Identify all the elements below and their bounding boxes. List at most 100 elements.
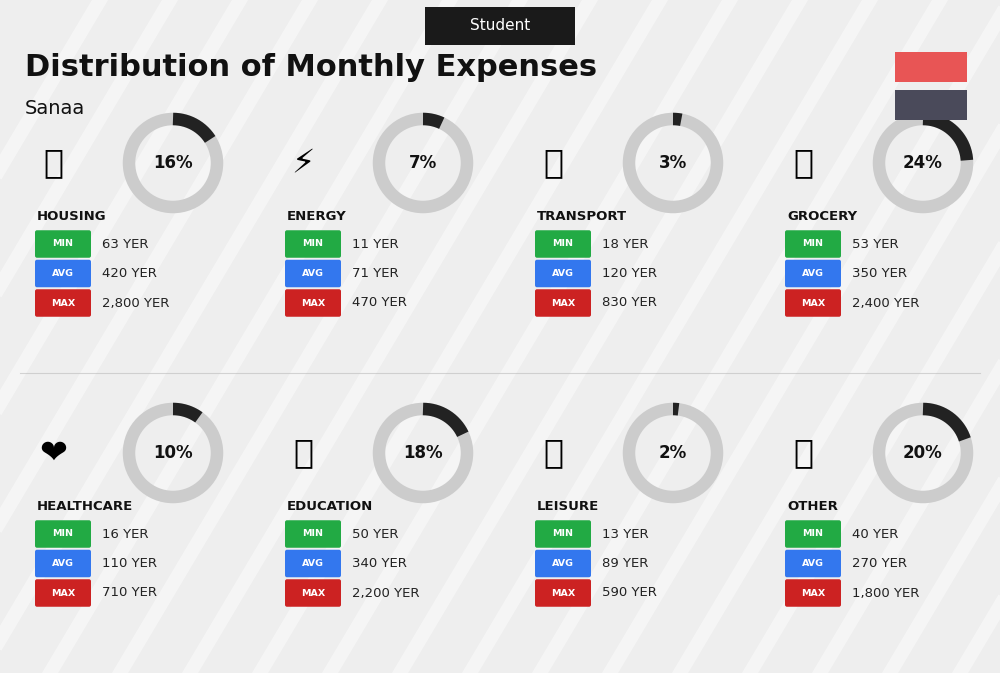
Text: LEISURE: LEISURE xyxy=(537,499,599,513)
Text: 🚌: 🚌 xyxy=(543,147,563,180)
Text: MIN: MIN xyxy=(302,530,324,538)
FancyBboxPatch shape xyxy=(425,7,575,45)
Text: ❤: ❤ xyxy=(39,437,67,470)
Text: 89 YER: 89 YER xyxy=(602,557,648,570)
Text: 470 YER: 470 YER xyxy=(352,297,407,310)
FancyBboxPatch shape xyxy=(285,550,341,577)
Text: GROCERY: GROCERY xyxy=(787,209,857,223)
Text: Student: Student xyxy=(470,18,530,34)
Text: OTHER: OTHER xyxy=(787,499,838,513)
Text: MIN: MIN xyxy=(302,240,324,248)
Text: 1,800 YER: 1,800 YER xyxy=(852,586,919,600)
Text: 2,200 YER: 2,200 YER xyxy=(352,586,420,600)
Text: AVG: AVG xyxy=(552,269,574,278)
FancyBboxPatch shape xyxy=(535,260,591,287)
Text: MAX: MAX xyxy=(301,588,325,598)
Text: EDUCATION: EDUCATION xyxy=(287,499,373,513)
Text: MIN: MIN xyxy=(552,240,574,248)
FancyBboxPatch shape xyxy=(35,230,91,258)
Text: AVG: AVG xyxy=(302,269,324,278)
Text: 10%: 10% xyxy=(153,444,193,462)
FancyBboxPatch shape xyxy=(785,289,841,317)
Text: 🛍: 🛍 xyxy=(543,437,563,470)
Text: AVG: AVG xyxy=(552,559,574,568)
FancyBboxPatch shape xyxy=(35,550,91,577)
Text: HOUSING: HOUSING xyxy=(37,209,107,223)
Text: 830 YER: 830 YER xyxy=(602,297,657,310)
FancyBboxPatch shape xyxy=(285,230,341,258)
Text: MIN: MIN xyxy=(803,240,824,248)
Text: AVG: AVG xyxy=(52,559,74,568)
Text: 53 YER: 53 YER xyxy=(852,238,899,250)
Text: 11 YER: 11 YER xyxy=(352,238,399,250)
Text: 590 YER: 590 YER xyxy=(602,586,657,600)
Text: MAX: MAX xyxy=(551,588,575,598)
Text: MAX: MAX xyxy=(51,299,75,308)
Text: 🛒: 🛒 xyxy=(793,147,813,180)
Text: Distribution of Monthly Expenses: Distribution of Monthly Expenses xyxy=(25,53,597,83)
FancyBboxPatch shape xyxy=(785,550,841,577)
Text: 340 YER: 340 YER xyxy=(352,557,407,570)
FancyBboxPatch shape xyxy=(285,520,341,548)
Text: 18 YER: 18 YER xyxy=(602,238,648,250)
Text: 40 YER: 40 YER xyxy=(852,528,898,540)
Text: 13 YER: 13 YER xyxy=(602,528,649,540)
Text: 16 YER: 16 YER xyxy=(102,528,148,540)
Text: MIN: MIN xyxy=(52,240,74,248)
FancyBboxPatch shape xyxy=(785,520,841,548)
Text: 50 YER: 50 YER xyxy=(352,528,398,540)
FancyBboxPatch shape xyxy=(785,260,841,287)
Text: AVG: AVG xyxy=(802,559,824,568)
FancyBboxPatch shape xyxy=(895,90,967,120)
FancyBboxPatch shape xyxy=(35,289,91,317)
Text: 20%: 20% xyxy=(903,444,943,462)
FancyBboxPatch shape xyxy=(285,579,341,607)
Text: MAX: MAX xyxy=(801,588,825,598)
Text: 270 YER: 270 YER xyxy=(852,557,907,570)
Text: 18%: 18% xyxy=(403,444,443,462)
Text: MIN: MIN xyxy=(552,530,574,538)
FancyBboxPatch shape xyxy=(785,579,841,607)
FancyBboxPatch shape xyxy=(535,230,591,258)
Text: MAX: MAX xyxy=(51,588,75,598)
Text: 🏢: 🏢 xyxy=(43,147,63,180)
Text: 71 YER: 71 YER xyxy=(352,267,399,280)
Text: AVG: AVG xyxy=(52,269,74,278)
Text: 350 YER: 350 YER xyxy=(852,267,907,280)
FancyBboxPatch shape xyxy=(35,520,91,548)
Text: Sanaa: Sanaa xyxy=(25,98,85,118)
Text: ⚡: ⚡ xyxy=(291,147,315,180)
Text: 420 YER: 420 YER xyxy=(102,267,157,280)
Text: MAX: MAX xyxy=(551,299,575,308)
FancyBboxPatch shape xyxy=(535,289,591,317)
Text: 24%: 24% xyxy=(903,154,943,172)
Text: 120 YER: 120 YER xyxy=(602,267,657,280)
FancyBboxPatch shape xyxy=(535,579,591,607)
Text: 110 YER: 110 YER xyxy=(102,557,157,570)
Text: MIN: MIN xyxy=(52,530,74,538)
Text: ENERGY: ENERGY xyxy=(287,209,347,223)
Text: 2,400 YER: 2,400 YER xyxy=(852,297,919,310)
Text: 7%: 7% xyxy=(409,154,437,172)
Text: 710 YER: 710 YER xyxy=(102,586,157,600)
Text: MAX: MAX xyxy=(301,299,325,308)
Text: 3%: 3% xyxy=(659,154,687,172)
FancyBboxPatch shape xyxy=(535,550,591,577)
FancyBboxPatch shape xyxy=(35,260,91,287)
Text: TRANSPORT: TRANSPORT xyxy=(537,209,627,223)
FancyBboxPatch shape xyxy=(285,260,341,287)
Text: AVG: AVG xyxy=(302,559,324,568)
Text: HEALTHCARE: HEALTHCARE xyxy=(37,499,133,513)
Text: MIN: MIN xyxy=(803,530,824,538)
Text: MAX: MAX xyxy=(801,299,825,308)
FancyBboxPatch shape xyxy=(895,52,967,82)
FancyBboxPatch shape xyxy=(535,520,591,548)
FancyBboxPatch shape xyxy=(785,230,841,258)
FancyBboxPatch shape xyxy=(35,579,91,607)
Text: 16%: 16% xyxy=(153,154,193,172)
Text: 💰: 💰 xyxy=(793,437,813,470)
Text: 2%: 2% xyxy=(659,444,687,462)
Text: AVG: AVG xyxy=(802,269,824,278)
Text: 63 YER: 63 YER xyxy=(102,238,148,250)
Text: 🎓: 🎓 xyxy=(293,437,313,470)
